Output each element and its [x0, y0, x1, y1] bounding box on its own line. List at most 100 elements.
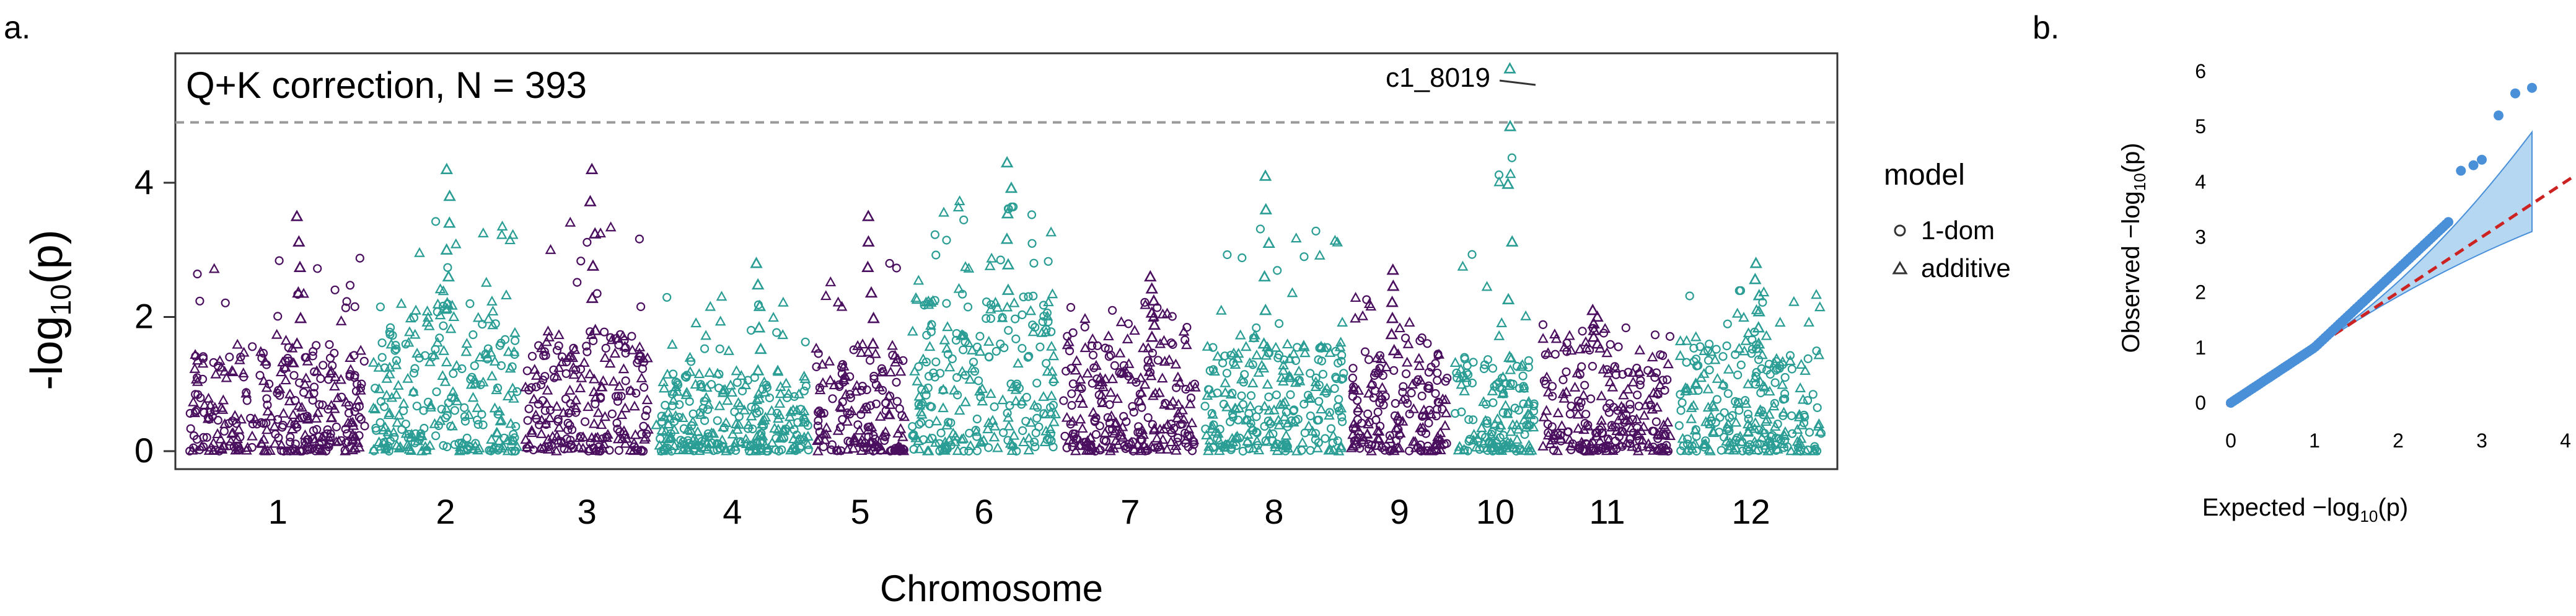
- snp-point: [1803, 354, 1813, 364]
- snp-peak-point: [440, 243, 453, 255]
- snp-point: [1468, 434, 1479, 445]
- snp-point: [1299, 399, 1309, 409]
- snp-point: [988, 431, 1000, 442]
- snp-point: [1231, 441, 1241, 451]
- snp-point: [1435, 444, 1446, 455]
- snp-point: [1712, 372, 1723, 383]
- snp-point: [1366, 445, 1377, 455]
- snp-point: [774, 409, 785, 420]
- snp-point: [1202, 340, 1213, 351]
- snp-point: [335, 374, 347, 384]
- snp-point: [472, 415, 482, 425]
- snp-point: [564, 384, 576, 395]
- snp-point: [1515, 361, 1527, 371]
- chromosome-10-points: [1449, 62, 1539, 456]
- snp-point: [1752, 344, 1761, 354]
- snp-point: [1547, 422, 1557, 431]
- snp-point: [437, 370, 449, 381]
- snp-point: [1719, 381, 1728, 390]
- snp-point: [1119, 361, 1128, 371]
- snp-point: [679, 424, 688, 433]
- snp-point: [1705, 418, 1717, 429]
- snp-point: [1070, 364, 1081, 375]
- legend-entry-1-dom: 1-dom: [1921, 216, 1995, 245]
- snp-point: [1283, 370, 1295, 381]
- snp-point: [1796, 419, 1808, 429]
- snp-point: [970, 367, 980, 376]
- snp-point: [1173, 433, 1183, 442]
- snp-point: [414, 247, 425, 257]
- snp-point: [502, 434, 514, 444]
- snp-point: [1350, 421, 1361, 432]
- snp-point: [551, 400, 563, 411]
- snp-point: [1251, 350, 1262, 359]
- snp-point: [377, 353, 387, 362]
- snp-point: [1676, 446, 1686, 455]
- snp-point: [793, 418, 802, 427]
- snp-point: [1736, 286, 1746, 295]
- snp-point: [1618, 369, 1627, 379]
- snp-point: [636, 372, 648, 382]
- x-tick-label-chr-8: 8: [1264, 492, 1283, 531]
- snp-point: [1788, 429, 1797, 438]
- snp-point: [836, 446, 846, 455]
- snp-point: [344, 408, 354, 418]
- snp-point: [1606, 421, 1618, 432]
- snp-point: [912, 375, 923, 385]
- snp-point: [899, 411, 910, 421]
- qq-point: [2494, 110, 2503, 121]
- snp-point: [530, 409, 542, 420]
- snp-peak-point: [751, 278, 765, 290]
- snp-point: [189, 407, 201, 418]
- snp-point: [914, 400, 923, 409]
- snp-point: [766, 405, 778, 415]
- snp-point: [1488, 398, 1498, 407]
- snp-point: [943, 350, 953, 359]
- snp-point: [814, 433, 825, 444]
- snp-point: [832, 446, 842, 455]
- snp-point: [712, 367, 723, 378]
- snp-point: [917, 385, 926, 394]
- snp-point: [709, 446, 718, 455]
- snp-point: [1167, 419, 1176, 429]
- snp-point: [1299, 347, 1311, 358]
- snp-point: [1332, 236, 1343, 247]
- snp-peak-point: [750, 257, 763, 268]
- snp-point: [908, 422, 917, 431]
- snp-point: [956, 433, 967, 444]
- snp-point: [1415, 336, 1425, 346]
- snp-point: [1538, 320, 1548, 330]
- snp-point: [1272, 445, 1283, 455]
- snp-point: [1168, 340, 1177, 350]
- snp-point: [1294, 375, 1306, 385]
- snp-point: [1413, 360, 1425, 371]
- snp-point: [1280, 429, 1292, 440]
- qq-x-label-main: Expected −log: [2202, 494, 2360, 521]
- snp-point: [952, 372, 962, 382]
- snp-point: [447, 420, 458, 431]
- snp-point: [1698, 439, 1709, 449]
- snp-peak-point: [292, 235, 306, 247]
- snp-point: [1599, 323, 1611, 333]
- snp-point: [611, 392, 621, 401]
- snp-point: [473, 442, 485, 452]
- manhattan-x-label: Chromosome: [880, 568, 1103, 609]
- snp-point: [871, 380, 881, 389]
- snp-point: [1765, 441, 1775, 451]
- snp-point: [1177, 420, 1187, 429]
- snp-point: [737, 386, 747, 396]
- snp-point: [310, 367, 319, 377]
- snp-peak-point: [1259, 169, 1272, 181]
- qq-point: [2443, 217, 2453, 227]
- snp-point: [477, 376, 489, 387]
- snp-point: [1743, 378, 1754, 389]
- snp-point: [599, 327, 609, 337]
- snp-point: [1150, 443, 1159, 452]
- snp-point: [1066, 364, 1076, 373]
- snp-point: [388, 426, 400, 437]
- snp-point: [425, 402, 436, 412]
- snp-point: [1278, 359, 1290, 370]
- snp-point: [975, 436, 987, 447]
- snp-point: [569, 444, 578, 453]
- snp-peak-point: [294, 311, 307, 323]
